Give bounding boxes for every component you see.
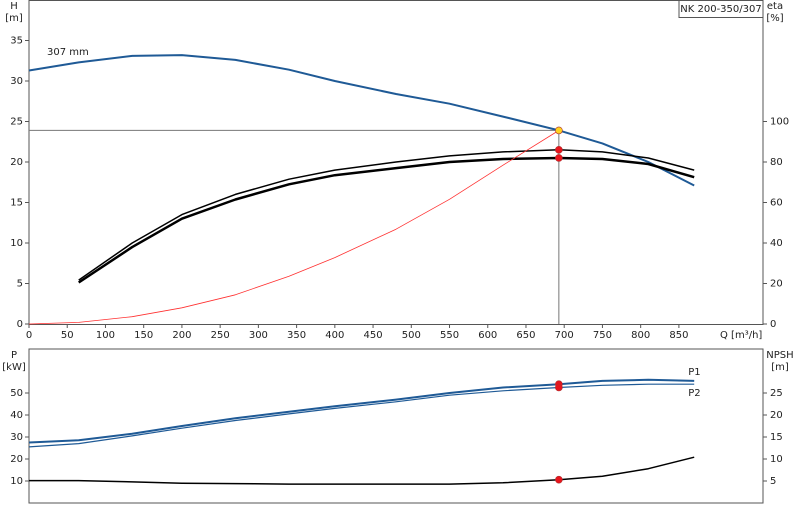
- y-tick-label: 25: [10, 117, 23, 128]
- x-tick-label: 50: [61, 330, 74, 341]
- x-tick-label: 650: [516, 330, 535, 341]
- y2-unit: [m]: [771, 362, 789, 373]
- y2-tick-label: 20: [770, 279, 783, 290]
- y-tick-label: 5: [17, 279, 23, 290]
- y-label: H: [10, 1, 18, 12]
- y-tick-label: 40: [10, 410, 23, 421]
- y-tick-label: 30: [10, 432, 23, 443]
- y2-tick-label: 100: [770, 117, 789, 128]
- series-line: [29, 456, 695, 485]
- x-tick-label: 700: [555, 330, 574, 341]
- y-tick-label: 20: [10, 157, 23, 168]
- x-tick-label: 450: [364, 330, 383, 341]
- series-line: [28, 378, 695, 444]
- y2-tick-label: 25: [770, 388, 783, 399]
- y2-tick-label: 0: [770, 319, 776, 330]
- y2-tick-label: 40: [770, 238, 783, 249]
- series-line: [78, 149, 695, 281]
- y-label: P: [11, 350, 17, 361]
- y-unit: [m]: [5, 13, 23, 24]
- series-line: [28, 54, 695, 187]
- x-tick-label: 500: [402, 330, 421, 341]
- y2-tick-label: 80: [770, 157, 783, 168]
- y2-tick-label: 5: [770, 476, 776, 487]
- y2-label: eta: [767, 1, 783, 12]
- duty-point: [555, 146, 563, 154]
- chart-title: NK 200-350/307: [680, 4, 761, 15]
- x-tick-label: 750: [593, 330, 612, 341]
- y-tick-label: 0: [17, 319, 23, 330]
- x-tick-label: 400: [325, 330, 344, 341]
- x-label: Q [m³/h]: [720, 330, 762, 341]
- x-tick-label: 150: [134, 330, 153, 341]
- x-tick-label: 800: [631, 330, 650, 341]
- x-tick-label: 600: [478, 330, 497, 341]
- x-tick-label: 250: [211, 330, 230, 341]
- duty-point: [555, 383, 563, 392]
- y2-unit: [%]: [766, 13, 783, 24]
- x-tick-label: 0: [26, 330, 32, 341]
- y-tick-label: 10: [10, 476, 23, 487]
- x-tick-label: 300: [249, 330, 268, 341]
- duty-point: [555, 126, 563, 135]
- y2-tick-label: 10: [770, 454, 783, 465]
- y-tick-label: 30: [10, 76, 23, 87]
- series-line: [28, 383, 695, 448]
- series-label: P2: [688, 388, 700, 399]
- y2-tick-label: 15: [770, 432, 783, 443]
- y-tick-label: 50: [10, 388, 23, 399]
- x-tick-label: 350: [287, 330, 306, 341]
- x-tick-label: 100: [96, 330, 115, 341]
- y2-label: NPSH: [766, 350, 793, 361]
- series-line: [28, 130, 560, 325]
- series-label: 307 mm: [47, 47, 89, 58]
- y-tick-label: 35: [10, 36, 23, 47]
- y2-tick-label: 20: [770, 410, 783, 421]
- series-label: P1: [688, 367, 700, 378]
- y-unit: [kW]: [2, 362, 26, 373]
- duty-point: [555, 475, 563, 484]
- x-tick-label: 550: [440, 330, 459, 341]
- y-tick-label: 10: [10, 238, 23, 249]
- y-tick-label: 20: [10, 454, 23, 465]
- plot-frame: [28, 348, 764, 504]
- y-tick-label: 15: [10, 198, 23, 209]
- title-box: [678, 0, 764, 18]
- y2-tick-label: 60: [770, 198, 783, 209]
- x-tick-label: 200: [172, 330, 191, 341]
- series-line: [78, 156, 695, 284]
- duty-point: [555, 154, 563, 162]
- x-tick-label: 850: [669, 330, 688, 341]
